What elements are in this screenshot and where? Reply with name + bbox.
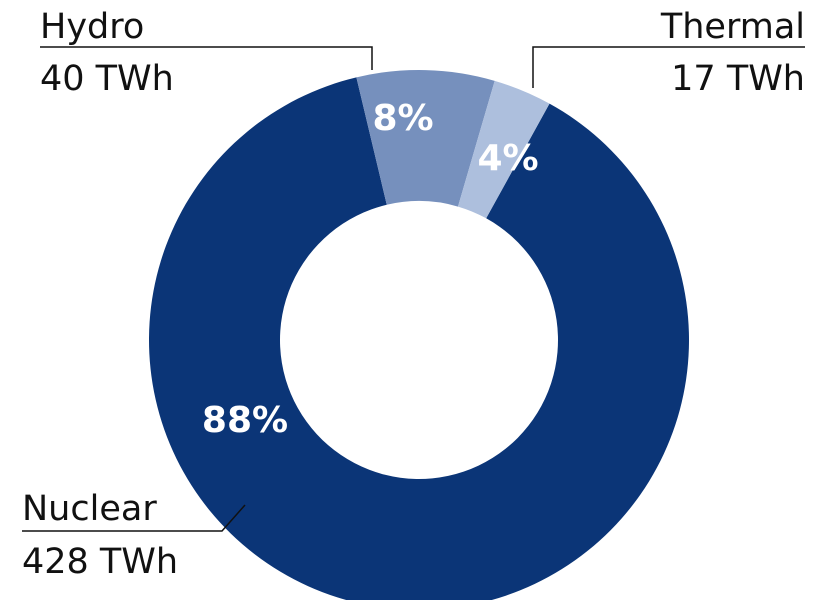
slice — [149, 77, 689, 600]
percent-label: 88% — [202, 400, 288, 441]
value-label: 17 TWh — [671, 59, 805, 99]
percent-label: 8% — [372, 98, 433, 139]
value-label: 428 TWh — [22, 542, 178, 582]
leader-line — [22, 504, 246, 532]
category-label: Nuclear — [22, 489, 157, 529]
percent-label: 4% — [477, 138, 538, 179]
slice — [457, 80, 550, 219]
category-label: Thermal — [660, 7, 805, 47]
category-label: Hydro — [40, 7, 144, 47]
slice — [356, 69, 495, 207]
leader-line — [40, 46, 373, 70]
slices — [149, 69, 689, 600]
value-label: 40 TWh — [40, 59, 174, 99]
leader-line — [532, 46, 805, 88]
